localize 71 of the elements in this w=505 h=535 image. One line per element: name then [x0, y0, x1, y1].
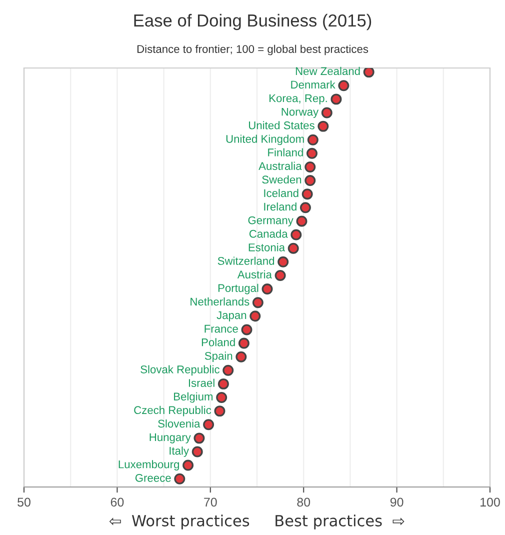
- y-tick-label: Luxembourg: [118, 460, 179, 470]
- y-tick-label: Japan: [216, 311, 246, 322]
- point: [174, 473, 186, 484]
- y-tick-label: Ireland: [264, 202, 296, 211]
- point: [307, 134, 318, 146]
- y-tick-label: Poland: [202, 338, 235, 346]
- point: [304, 175, 316, 186]
- point: [338, 80, 350, 92]
- y-tick-label: Finland: [268, 148, 303, 156]
- point: [306, 148, 318, 159]
- y-tick-label: Estonia: [248, 243, 286, 252]
- y-tick-label: Iceland: [264, 188, 298, 198]
- x-tick-label: 60: [110, 498, 124, 507]
- point: [288, 242, 299, 254]
- point: [252, 297, 264, 308]
- point: [318, 120, 329, 132]
- x-tick-label: 70: [204, 498, 217, 507]
- point: [290, 229, 302, 240]
- chart-title: Ease of Doing Business (2015): [134, 14, 372, 30]
- x-tick-label: 80: [297, 498, 310, 507]
- point: [302, 188, 313, 200]
- point: [216, 392, 228, 403]
- y-tick-label: United States: [248, 121, 314, 130]
- point: [300, 202, 311, 214]
- point: [296, 216, 308, 227]
- point: [222, 364, 234, 376]
- y-tick-label: Germany: [248, 216, 294, 226]
- point: [330, 94, 342, 105]
- y-tick-label: Belgium: [174, 392, 213, 403]
- point: [192, 446, 203, 458]
- y-tick-label: Slovak Republic: [140, 365, 220, 376]
- point: [236, 351, 247, 362]
- y-tick-label: Australia: [258, 162, 302, 170]
- point: [278, 256, 289, 268]
- point: [274, 270, 286, 281]
- point: [182, 460, 194, 471]
- y-tick-label: Hungary: [150, 433, 191, 444]
- x-tick-label: 90: [390, 498, 404, 507]
- point: [203, 419, 214, 430]
- point: [262, 284, 273, 295]
- y-tick-label: Norway: [282, 108, 319, 118]
- y-tick-label: Sweden: [262, 175, 302, 184]
- point: [363, 68, 374, 78]
- x-tick-label: 100: [480, 498, 500, 507]
- y-tick-label: Greece: [135, 474, 171, 482]
- point: [321, 107, 332, 118]
- y-tick-label: Korea, Rep.: [270, 94, 327, 104]
- y-tick-label: Slovenia: [158, 419, 200, 428]
- y-tick-label: Switzerland: [218, 256, 274, 265]
- chart-subtitle: Distance to frontier; 100 = global best practices: [137, 44, 368, 56]
- y-tick-label: New Zealand: [296, 66, 360, 76]
- point: [241, 324, 252, 336]
- point: [304, 161, 316, 172]
- point: [218, 378, 229, 390]
- y-tick-label: France: [204, 324, 238, 333]
- y-tick-label: Czech Republic: [134, 406, 212, 416]
- point: [214, 406, 226, 417]
- point: [238, 338, 250, 349]
- y-tick-label: Italy: [170, 446, 189, 457]
- point: [250, 310, 261, 322]
- y-tick-label: Spain: [204, 352, 232, 362]
- y-tick-label: Denmark: [291, 80, 336, 89]
- point: [194, 432, 205, 444]
- x-tick-label: 50: [18, 498, 30, 507]
- y-tick-label: Canada: [249, 230, 288, 238]
- x-axis-title: ⇦ Worst practices Best practices ⇨: [109, 514, 404, 530]
- y-tick-label: Austria: [237, 270, 272, 278]
- y-tick-label: Portugal: [218, 284, 258, 294]
- y-tick-label: United Kingdom: [226, 134, 304, 146]
- y-tick-label: Israel: [188, 378, 214, 387]
- y-tick-label: Netherlands: [190, 297, 250, 306]
